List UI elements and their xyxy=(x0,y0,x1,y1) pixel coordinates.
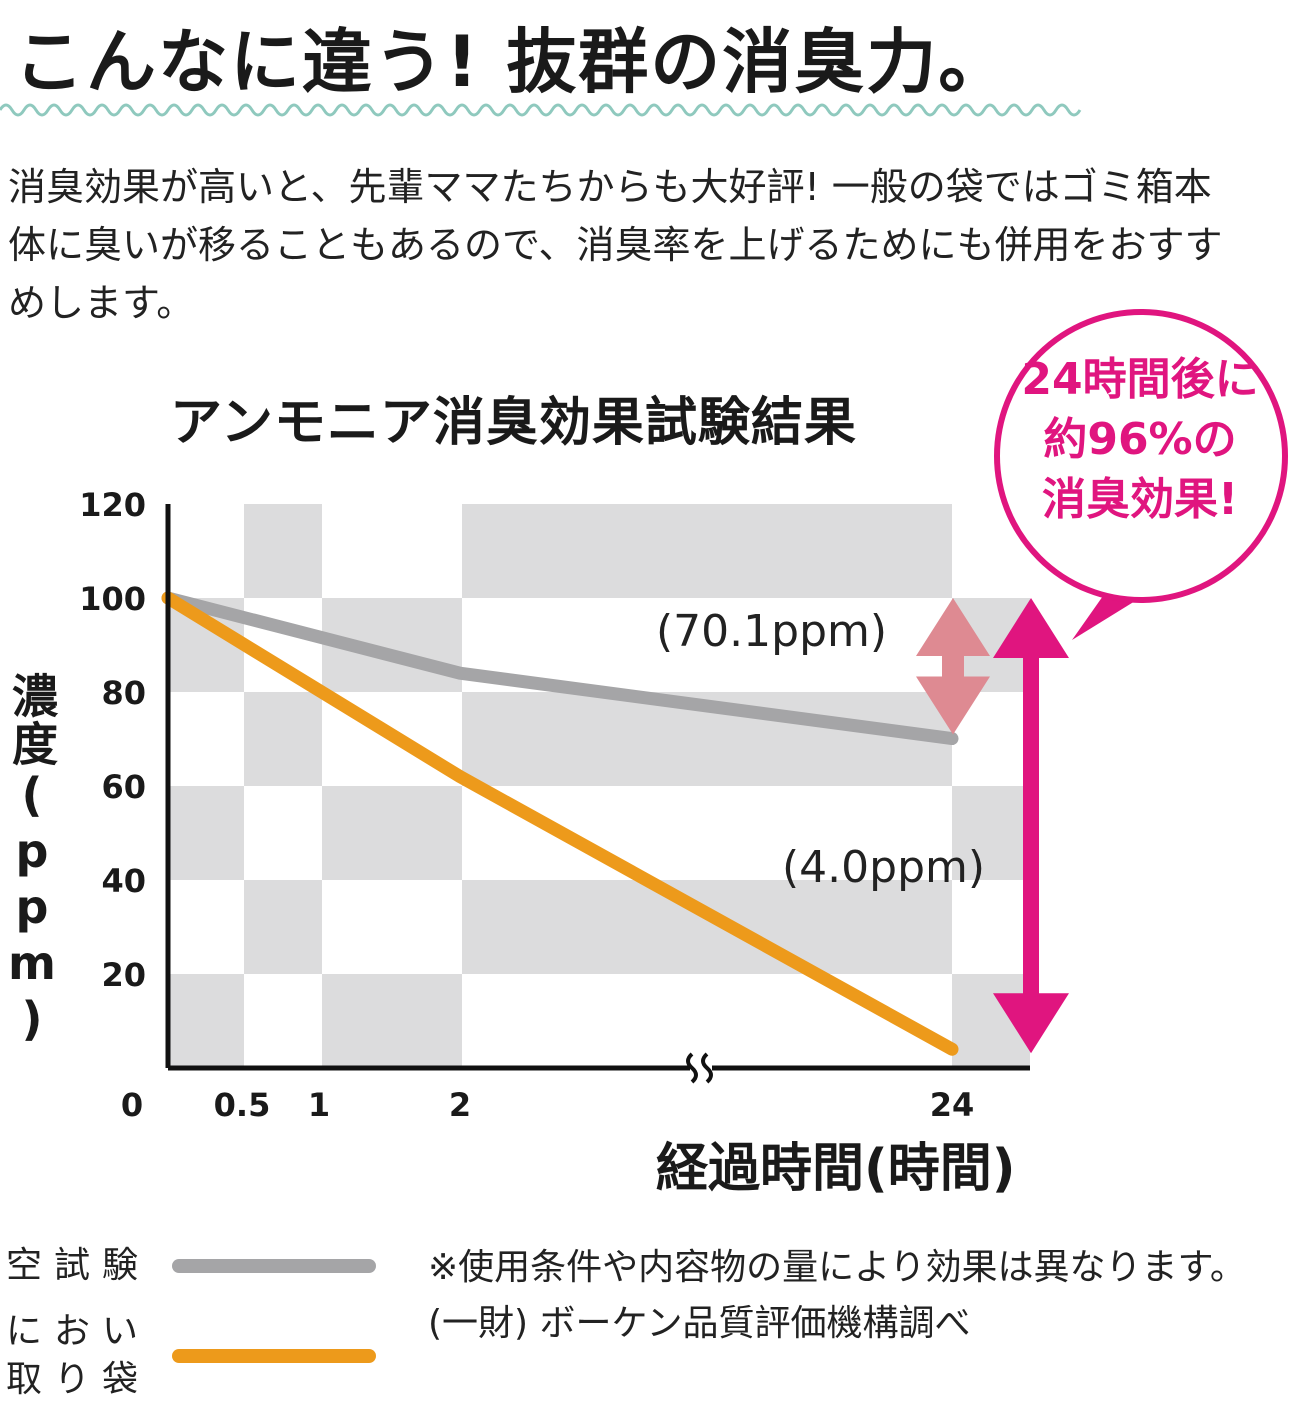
data-point xyxy=(946,732,958,745)
legend-label: 空試験 xyxy=(6,1245,151,1286)
chart-title: アンモニア消臭効果試験結果 xyxy=(170,393,857,453)
grid-cell xyxy=(462,504,952,598)
grid-cell xyxy=(322,504,462,598)
data-point xyxy=(946,1043,958,1056)
footnote-line: ※使用条件や内容物の量により効果は異なります。 xyxy=(428,1247,1246,1288)
grid-cell xyxy=(244,880,322,974)
grid-cell xyxy=(952,786,1030,880)
legend-label-line: におい xyxy=(6,1311,151,1352)
legend-label: におい 取り袋 xyxy=(6,1308,166,1404)
grid-cell xyxy=(244,974,322,1068)
y-tick-label: 60 xyxy=(101,768,146,806)
annotation-blank-value: (70.1ppm) xyxy=(656,606,887,657)
grid-cell xyxy=(244,504,322,598)
grid-cell xyxy=(322,880,462,974)
intro-paragraph: 消臭効果が高いと、先輩ママたちからも大好評! 一般の袋ではゴミ箱本体に臭いが移る… xyxy=(8,165,1223,325)
legend-item-blank: 空試験 xyxy=(6,1242,376,1290)
y-tick-label: 40 xyxy=(101,862,146,900)
arrow-reduction xyxy=(993,598,1069,1054)
legend-swatch-blank xyxy=(172,1259,376,1273)
grid-cell xyxy=(168,504,244,598)
axis-break-mark xyxy=(686,1052,698,1084)
grid-cell xyxy=(462,786,952,880)
difference-arrows xyxy=(916,598,1069,1054)
x-tick-label: 0.5 xyxy=(214,1086,271,1124)
grid-cell xyxy=(244,692,322,786)
y-tick-label: 100 xyxy=(79,580,146,618)
wave-divider xyxy=(0,103,1082,117)
grid-cell xyxy=(168,786,244,880)
y-tick-label: 120 xyxy=(79,486,146,524)
series-layer xyxy=(161,591,959,1056)
grid-cell xyxy=(322,786,462,880)
arrow-blank-difference xyxy=(916,598,990,735)
x-tick-label: 24 xyxy=(930,1086,975,1124)
tick-labels: 20 40 60 80 100 120 0 0.5 1 2 24 xyxy=(79,486,974,1124)
axes xyxy=(165,504,1030,1084)
annotations: (70.1ppm) (4.0ppm) xyxy=(656,606,985,893)
x-axis-label: 経過時間(時間) xyxy=(656,1139,1016,1199)
callout-circle xyxy=(994,309,1288,603)
grid-cell xyxy=(168,974,244,1068)
x-tick-label: 0 xyxy=(121,1086,143,1124)
grid-cell xyxy=(168,692,244,786)
footnotes: ※使用条件や内容物の量により効果は異なります。 (一財) ボーケン品質評価機構調… xyxy=(428,1240,1246,1352)
grid-cell xyxy=(322,974,462,1068)
data-point xyxy=(454,770,466,783)
y-axis-label: 濃度(ppm) xyxy=(5,672,59,1048)
x-tick-label: 2 xyxy=(449,1086,471,1124)
legend-item-bag: におい 取り袋 xyxy=(6,1308,376,1404)
callout-line: 24時間後に xyxy=(1021,354,1259,405)
grid-cell xyxy=(244,786,322,880)
grid-cell xyxy=(952,880,1030,974)
callout-text: 24時間後に 約96%の 消臭効果! xyxy=(1000,350,1280,530)
y-tick-label: 20 xyxy=(101,956,146,994)
x-tick-label: 1 xyxy=(308,1086,330,1124)
checkerboard-grid xyxy=(168,504,1030,1068)
grid-cell xyxy=(168,880,244,974)
annotation-bag-value: (4.0ppm) xyxy=(782,842,985,893)
legend-swatch-bag xyxy=(172,1349,376,1363)
footnote-line: (一財) ボーケン品質評価機構調べ xyxy=(428,1303,971,1344)
legend-label-line: 取り袋 xyxy=(6,1359,151,1400)
grid-cell xyxy=(462,880,952,974)
y-tick-label: 80 xyxy=(101,674,146,712)
callout-line: 約96%の xyxy=(1043,414,1237,465)
data-point xyxy=(454,667,466,680)
axis-break-mark xyxy=(701,1052,713,1084)
headline: こんなに違う! 抜群の消臭力。 xyxy=(14,21,1011,103)
grid-cell xyxy=(462,598,952,692)
callout-line: 消臭効果! xyxy=(1041,474,1239,525)
callout-bubble xyxy=(994,309,1288,640)
grid-cell xyxy=(462,974,952,1068)
